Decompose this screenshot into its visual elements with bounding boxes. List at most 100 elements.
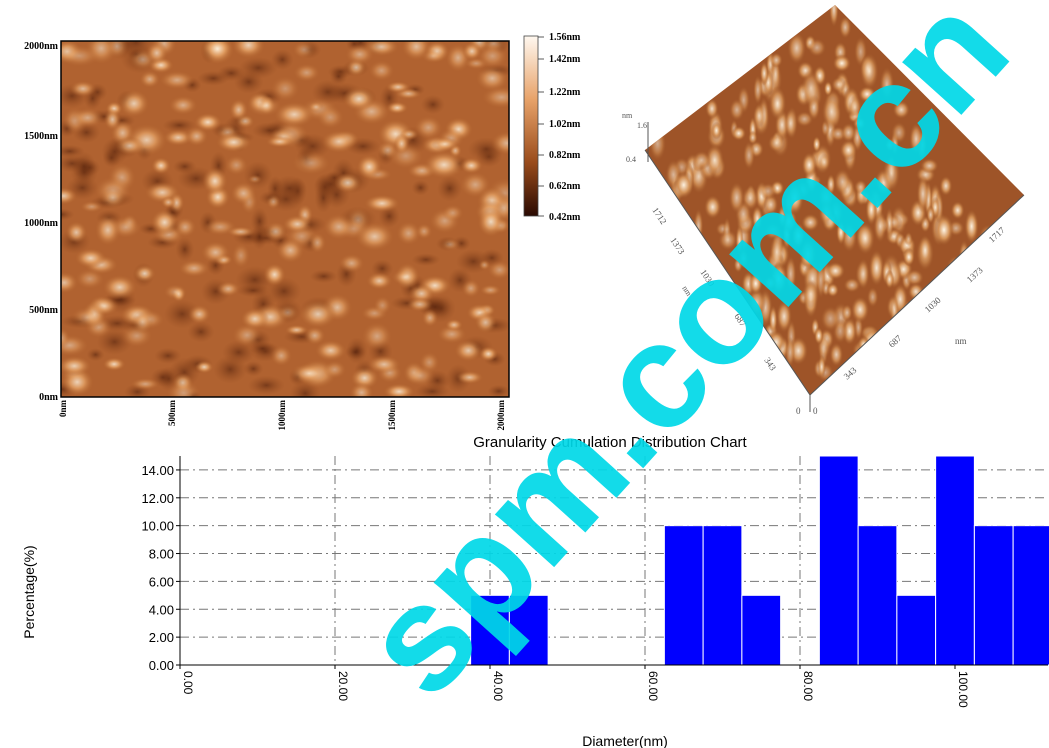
afm-3d-peak xyxy=(648,126,667,162)
afm-3d-peak xyxy=(718,229,738,251)
chart-y-tick-label: 6.00 xyxy=(149,574,174,589)
afm-grain xyxy=(61,355,92,377)
afm-pit xyxy=(154,347,182,364)
afm-grain xyxy=(323,213,355,240)
afm-3d-peak xyxy=(873,209,887,244)
afm-grain xyxy=(139,70,161,88)
afm-3d-peak xyxy=(818,199,835,227)
afm-3d-peak xyxy=(705,143,725,177)
afm-3d-peak xyxy=(791,222,806,250)
afm-2d-x-axis-labels: 0nm 500nm 1000nm 1500nm 2000nm xyxy=(58,400,506,431)
chart-x-tick-label: 100.00 xyxy=(956,671,970,708)
chart-x-axis-label: Diameter(nm) xyxy=(582,733,668,748)
afm-grain xyxy=(270,345,293,367)
afm-grain xyxy=(200,41,235,65)
afm-2d-x-tick-label: 500nm xyxy=(167,400,177,427)
histogram-bar xyxy=(857,525,898,666)
afm-grain xyxy=(276,237,305,264)
afm-grain xyxy=(349,382,374,397)
afm-3d-peak xyxy=(836,219,846,246)
afm-grain xyxy=(367,355,401,374)
afm-3d-peak xyxy=(890,121,908,144)
afm-grain xyxy=(373,295,392,315)
afm-grain xyxy=(421,49,445,64)
afm-3d-left-axis-label: 1373 xyxy=(668,236,687,257)
afm-grain xyxy=(459,157,483,174)
granularity-histogram-chart: Granularity Cumulation Distribution Char… xyxy=(21,434,1049,748)
afm-grain xyxy=(163,129,193,146)
afm-pit xyxy=(233,70,264,94)
afm-grain xyxy=(173,217,197,238)
afm-2d-y-tick-label: 500nm xyxy=(29,305,59,316)
afm-grain xyxy=(364,194,400,213)
afm-grain xyxy=(405,365,436,387)
afm-grain xyxy=(69,80,97,97)
afm-grain xyxy=(61,187,78,205)
afm-3d-peak xyxy=(882,155,901,192)
afm-grain xyxy=(342,86,376,111)
afm-3d-peak xyxy=(907,282,925,301)
afm-grain xyxy=(355,222,395,251)
afm-grain xyxy=(202,167,228,195)
afm-3d-peak xyxy=(747,130,758,145)
afm-grain xyxy=(166,380,201,397)
afm-grain xyxy=(454,339,483,362)
afm-grain xyxy=(194,112,222,132)
afm-grain xyxy=(270,75,300,102)
afm-grain xyxy=(265,135,294,148)
afm-3d-peak xyxy=(814,326,824,345)
afm-3d-left-axis-label: 1712 xyxy=(650,206,668,227)
afm-grain xyxy=(491,131,509,155)
afm-3d-peak xyxy=(711,121,722,140)
afm-grain xyxy=(321,130,357,153)
afm-grain xyxy=(423,150,465,179)
afm-2d-y-tick-label: 2000nm xyxy=(24,41,59,52)
afm-pit xyxy=(487,384,509,397)
afm-3d-peak xyxy=(748,272,763,295)
afm-grain xyxy=(118,89,150,118)
afm-3d-peak xyxy=(840,122,857,143)
afm-grain xyxy=(289,363,329,384)
afm-grain xyxy=(266,194,281,210)
afm-3d-peak xyxy=(777,204,787,229)
afm-3d-origin-label: 0 xyxy=(813,406,818,416)
afm-3d-peak xyxy=(926,205,935,225)
afm-grain xyxy=(264,221,287,242)
afm-3d-peak xyxy=(868,249,885,287)
afm-grain xyxy=(487,260,509,280)
afm-3d-peak xyxy=(831,76,846,93)
afm-grain xyxy=(71,107,104,128)
afm-2d-grain-texture xyxy=(61,41,509,397)
afm-grain xyxy=(115,136,145,156)
afm-3d-peak xyxy=(769,52,783,68)
chart-y-tick-label: 14.00 xyxy=(141,463,174,478)
afm-pit xyxy=(61,208,75,221)
afm-3d-peak xyxy=(817,354,826,379)
afm-3d-peak xyxy=(758,182,778,200)
afm-3d-peak xyxy=(705,98,719,120)
afm-grain xyxy=(284,324,309,336)
afm-3d-peak xyxy=(785,336,796,368)
afm-3d-peak xyxy=(821,93,842,130)
afm-3d-right-axis-unit: nm xyxy=(955,336,967,346)
afm-grain xyxy=(188,304,211,324)
afm-grain xyxy=(90,296,119,316)
afm-grain xyxy=(61,271,79,294)
afm-grain xyxy=(178,259,210,278)
afm-3d-peak xyxy=(787,31,807,65)
histogram-bar xyxy=(1012,525,1049,666)
afm-3d-peak xyxy=(879,66,895,102)
afm-grain xyxy=(263,263,286,286)
afm-3d-peak xyxy=(838,16,852,39)
afm-pit xyxy=(187,321,215,343)
afm-3d-right-axis-label: 1373 xyxy=(965,265,985,285)
afm-3d-peak xyxy=(753,103,766,128)
afm-3d-peak xyxy=(776,299,793,333)
afm-grain xyxy=(385,81,411,93)
afm-2d-topography-panel: 2000nm 1500nm 1000nm 500nm 0nm 0nm 500nm… xyxy=(24,32,581,431)
afm-grain xyxy=(322,360,347,379)
afm-grain xyxy=(421,308,439,327)
afm-grain xyxy=(391,268,419,286)
afm-grain xyxy=(61,327,71,348)
afm-grain xyxy=(151,157,171,175)
